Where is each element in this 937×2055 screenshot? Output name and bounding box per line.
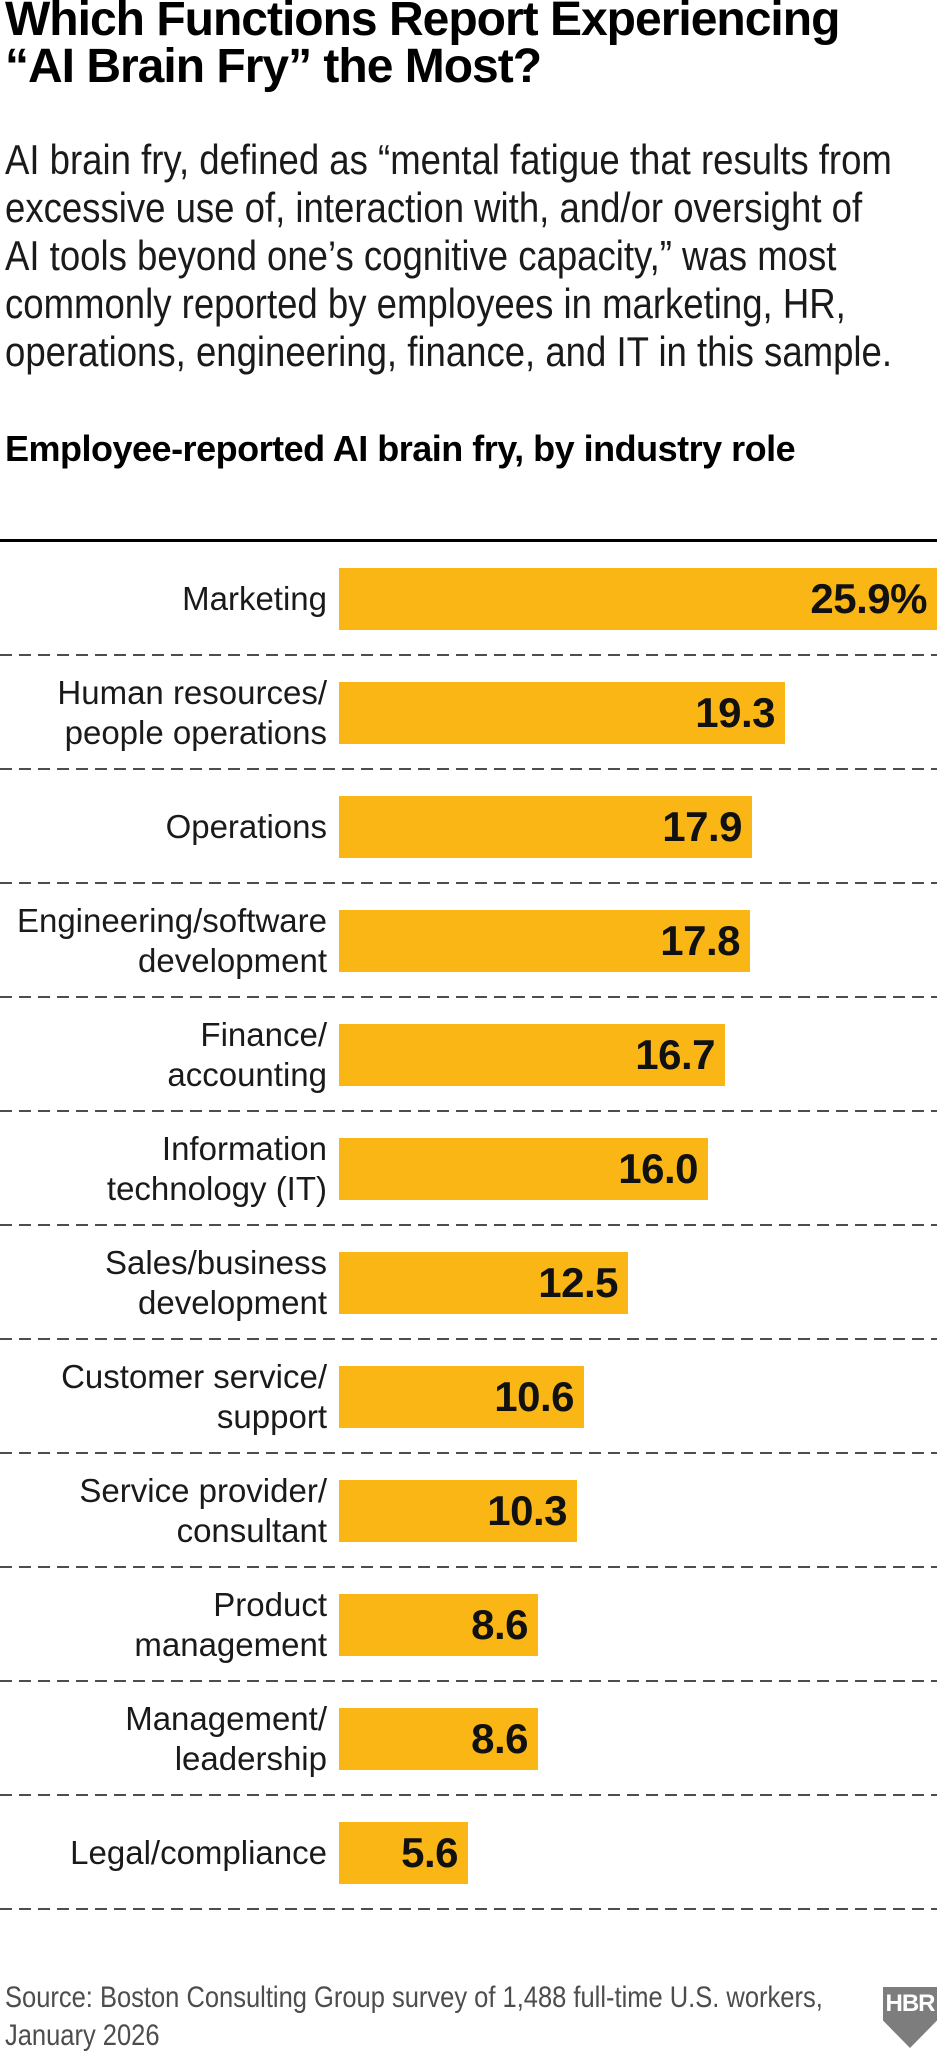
bar: 8.6 [339, 1594, 538, 1656]
row-separator-dashed-line [0, 1680, 937, 1682]
category-label: Service provider/consultant [0, 1471, 327, 1551]
bar-value-label: 8.6 [471, 1715, 528, 1762]
bar: 8.6 [339, 1708, 538, 1770]
source-line: January 2026 [5, 2019, 160, 2052]
row-separator-dashed-line [0, 1338, 937, 1340]
chart-row: Human resources/people operations 19.3 [0, 656, 937, 770]
bar-value-label: 19.3 [695, 689, 775, 736]
bar-value-label: 8.6 [471, 1601, 528, 1648]
category-label-line: Engineering/software [16, 902, 327, 939]
category-label: Information technology (IT) [0, 1129, 327, 1209]
chart-row: Legal/compliance 5.6 [0, 1796, 937, 1910]
chart-row: Information technology (IT) 16.0 [0, 1112, 937, 1226]
bar: 25.9% [339, 568, 937, 630]
category-label: Engineering/software development [0, 901, 327, 981]
bar-value-label: 10.6 [494, 1373, 574, 1420]
category-label-line: Legal/compliance [70, 1834, 327, 1871]
category-label-line: Sales/business [105, 1244, 327, 1281]
category-label-line: Finance/ [200, 1016, 327, 1053]
category-label: Human resources/people operations [0, 673, 327, 753]
hbr-logo: HBR [883, 1987, 937, 2048]
category-label-line: consultant [176, 1512, 327, 1549]
bar-value-label: 10.3 [487, 1487, 567, 1534]
bar: 16.0 [339, 1138, 708, 1200]
page-title-line-1: Which Functions Report Experiencing [5, 0, 840, 46]
row-separator-dashed-line [0, 654, 937, 656]
bar: 17.9 [339, 796, 752, 858]
row-separator-dashed-line [0, 882, 937, 884]
category-label: Marketing [0, 579, 327, 619]
intro-line: excessive use of, interaction with, and/… [5, 184, 863, 231]
category-label-line: development [138, 1284, 327, 1321]
bar-value-label: 5.6 [401, 1829, 458, 1876]
category-label: Sales/business development [0, 1243, 327, 1323]
category-label-line: Customer service/ [61, 1358, 327, 1395]
chart-row: Engineering/software development 17.8 [0, 884, 937, 998]
category-label-line: Management/ [125, 1700, 327, 1737]
page-title: Which Functions Report Experiencing “AI … [5, 0, 840, 93]
intro-line: AI tools beyond one’s cognitive capacity… [5, 232, 837, 279]
chart-heading: Employee-reported AI brain fry, by indus… [5, 428, 796, 469]
source-note: Source: Boston Consulting Group survey o… [5, 1979, 937, 2055]
category-label: Operations [0, 807, 327, 847]
bar-value-label: 25.9% [810, 575, 927, 622]
intro-line: commonly reported by employees in market… [5, 280, 846, 327]
row-separator-dashed-line [0, 1908, 937, 1910]
category-label-line: Marketing [182, 580, 327, 617]
bar-value-label: 12.5 [538, 1259, 618, 1306]
category-label-line: technology (IT) [106, 1170, 327, 1207]
category-label-line: development [138, 942, 327, 979]
bar: 16.7 [339, 1024, 725, 1086]
intro-line: operations, engineering, finance, and IT… [5, 328, 892, 375]
bar-value-label: 17.9 [662, 803, 742, 850]
bar-chart: Marketing 25.9% Human resources/people ope… [0, 542, 937, 1910]
chart-row: Product management 8.6 [0, 1568, 937, 1682]
chart-row: Sales/business development 12.5 [0, 1226, 937, 1340]
hbr-logo-text: HBR [885, 1990, 936, 2017]
category-label-line: Product [213, 1586, 327, 1623]
bar: 12.5 [339, 1252, 628, 1314]
chart-row: Management/leadership 8.6 [0, 1682, 937, 1796]
category-label-line: Service provider/ [79, 1472, 327, 1509]
chart-row: Marketing 25.9% [0, 542, 937, 656]
bar: 5.6 [339, 1822, 468, 1884]
bar-value-label: 17.8 [660, 917, 740, 964]
page-title-line-2: “AI Brain Fry” the Most? [5, 40, 542, 93]
row-separator-dashed-line [0, 1452, 937, 1454]
category-label: Legal/compliance [0, 1833, 327, 1873]
category-label: Finance/accounting [0, 1015, 327, 1095]
bar-value-label: 16.0 [618, 1145, 698, 1192]
source-line: Source: Boston Consulting Group survey o… [5, 1981, 823, 2014]
bar: 17.8 [339, 910, 750, 972]
category-label-line: Human resources/ [57, 674, 327, 711]
category-label: Product management [0, 1585, 327, 1665]
row-separator-dashed-line [0, 1566, 937, 1568]
row-separator-dashed-line [0, 1794, 937, 1796]
intro-line: AI brain fry, defined as “mental fatigue… [5, 136, 892, 183]
category-label-line: Information [161, 1130, 327, 1167]
bar: 10.6 [339, 1366, 584, 1428]
row-separator-dashed-line [0, 768, 937, 770]
category-label: Management/leadership [0, 1699, 327, 1779]
chart-row: Operations 17.9 [0, 770, 937, 884]
chart-row: Service provider/consultant 10.3 [0, 1454, 937, 1568]
category-label-line: management [134, 1626, 327, 1663]
chart-row: Customer service/support 10.6 [0, 1340, 937, 1454]
bar: 19.3 [339, 682, 785, 744]
category-label-line: support [216, 1398, 327, 1435]
category-label-line: people operations [64, 714, 327, 751]
category-label-line: leadership [174, 1740, 327, 1777]
chart-row: Finance/accounting 16.7 [0, 998, 937, 1112]
category-label-line: Operations [165, 808, 327, 845]
row-separator-dashed-line [0, 1110, 937, 1112]
category-label: Customer service/support [0, 1357, 327, 1437]
chart-top-rule [0, 539, 937, 542]
row-separator-dashed-line [0, 996, 937, 998]
bar-value-label: 16.7 [635, 1031, 715, 1078]
category-label-line: accounting [167, 1056, 327, 1093]
row-separator-dashed-line [0, 1224, 937, 1226]
bar: 10.3 [339, 1480, 577, 1542]
intro-paragraph: AI brain fry, defined as “mental fatigue… [5, 136, 937, 376]
